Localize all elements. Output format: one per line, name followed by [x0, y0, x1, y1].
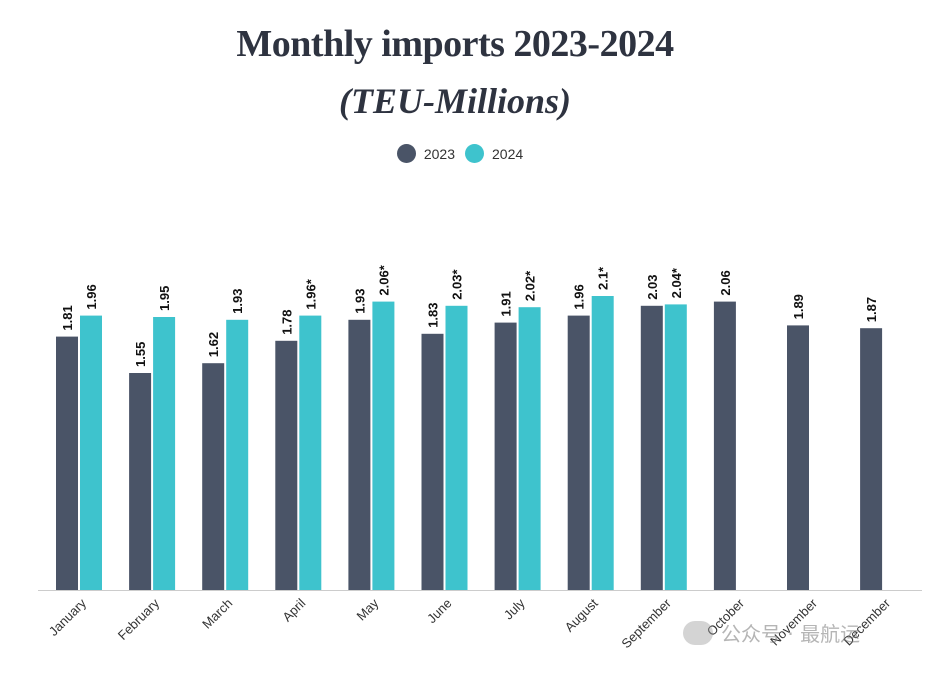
data-label-2023-march: 1.62: [206, 332, 221, 357]
bar-2023-june: [421, 333, 444, 590]
bar-2024-august: [591, 296, 614, 590]
bar-2023-july: [494, 322, 517, 590]
data-label-2023-may: 1.93: [352, 288, 367, 313]
data-label-2023-january: 1.81: [60, 305, 75, 330]
data-label-2024-september: 2.04*: [669, 267, 684, 298]
bar-2023-november: [787, 325, 809, 590]
watermark: 公众号 · 最航运: [683, 618, 860, 647]
bar-2023-february: [129, 373, 152, 590]
data-label-2024-august: 2.1*: [596, 266, 611, 290]
data-label-2024-april: 1.96*: [303, 278, 318, 309]
watermark-text: 公众号 · 最航运: [721, 622, 861, 646]
legend-swatch-2023: [396, 144, 416, 163]
data-label-2024-january: 1.96: [84, 284, 99, 309]
bar-2024-september: [664, 304, 687, 590]
legend-label-2023: 2023: [423, 145, 455, 162]
data-label-2023-april: 1.78: [279, 309, 294, 334]
data-label-2024-may: 2.06*: [376, 264, 391, 295]
chart-subtitle: (TEU-Millions): [338, 81, 571, 121]
data-label-2023-december: 1.87: [864, 297, 879, 322]
legend-item-2023: 2023: [396, 144, 455, 163]
legend: 2023 2024: [0, 144, 920, 163]
x-tick-label-march: March: [199, 596, 235, 632]
x-tick-label-august: August: [562, 595, 601, 634]
bar-2024-may: [372, 301, 395, 590]
x-tick-label-february: February: [115, 595, 163, 643]
bar-2023-december: [860, 328, 883, 590]
bar-2023-april: [275, 340, 298, 590]
bar-2023-january: [56, 336, 78, 590]
data-label-2024-march: 1.93: [230, 288, 245, 313]
data-label-2023-june: 1.83: [426, 302, 441, 327]
data-label-2023-september: 2.03: [645, 274, 660, 299]
bar-2024-february: [153, 317, 176, 590]
x-tick-label-june: June: [424, 596, 455, 627]
x-tick-label-may: May: [354, 595, 382, 623]
data-label-2023-july: 1.91: [499, 291, 514, 316]
bar-2023-september: [640, 305, 663, 590]
bar-2023-march: [202, 363, 225, 590]
data-label-2023-october: 2.06: [718, 270, 733, 295]
chart-title: Monthly imports 2023-2024: [236, 23, 674, 65]
x-tick-label-january: January: [46, 595, 90, 639]
data-label-2023-february: 1.55: [133, 342, 148, 367]
bar-2023-august: [567, 315, 590, 590]
legend-swatch-2024: [465, 144, 484, 163]
data-label-2024-february: 1.95: [157, 286, 172, 311]
data-label-2024-june: 2.03*: [450, 268, 465, 299]
bar-2024-march: [226, 319, 249, 590]
wechat-icon: [683, 620, 713, 645]
bar-2023-october: [713, 301, 736, 590]
bar-2024-july: [518, 307, 541, 590]
data-label-2023-august: 1.96: [572, 284, 587, 309]
bar-2024-june: [445, 305, 468, 590]
x-tick-label-july: July: [501, 595, 528, 622]
bar-2024-january: [80, 315, 102, 590]
legend-label-2024: 2024: [492, 145, 524, 162]
x-tick-label-september: September: [618, 595, 674, 651]
x-tick-label-april: April: [279, 595, 308, 624]
bar-2023-may: [348, 319, 371, 590]
bar-2024-april: [299, 315, 322, 590]
legend-item-2024: 2024: [465, 144, 523, 163]
data-label-2023-november: 1.89: [791, 294, 806, 319]
data-label-2024-july: 2.02*: [523, 270, 538, 301]
